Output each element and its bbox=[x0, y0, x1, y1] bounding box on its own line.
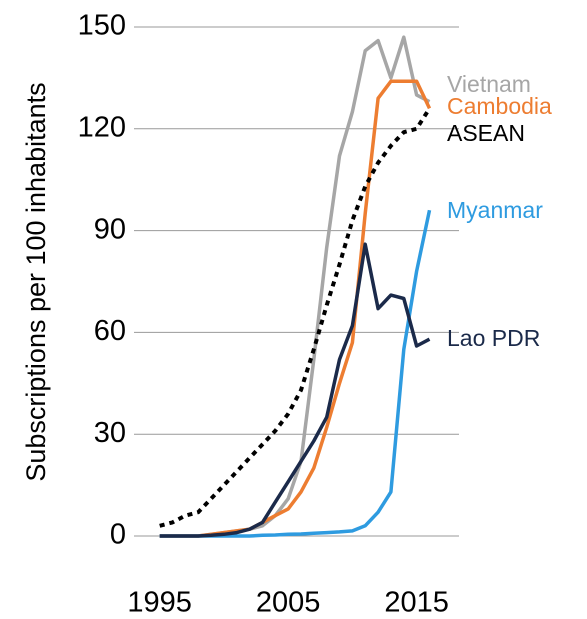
legend-label: Myanmar bbox=[447, 197, 543, 223]
legend-label: Cambodia bbox=[447, 93, 552, 119]
series-line bbox=[159, 79, 432, 538]
y-tick-label: 60 bbox=[94, 315, 126, 347]
y-tick-label: 150 bbox=[78, 10, 126, 42]
series-line bbox=[159, 35, 431, 538]
x-tick-label: 2005 bbox=[256, 587, 321, 619]
series-line bbox=[159, 209, 432, 538]
legend-label: Vietnam bbox=[447, 71, 531, 97]
y-tick-label: 120 bbox=[78, 111, 126, 143]
x-tick-label: 1995 bbox=[127, 587, 192, 619]
series-line bbox=[159, 242, 431, 538]
legend-label: ASEAN bbox=[447, 120, 525, 146]
y-axis-label: Subscriptions per 100 inhabitants bbox=[21, 82, 51, 481]
y-tick-label: 30 bbox=[94, 417, 126, 449]
legend-label: Lao PDR bbox=[447, 325, 540, 351]
x-tick-label: 2015 bbox=[384, 587, 449, 619]
series-line bbox=[159, 107, 432, 528]
y-tick-label: 0 bbox=[110, 519, 126, 551]
y-tick-label: 90 bbox=[94, 213, 126, 245]
